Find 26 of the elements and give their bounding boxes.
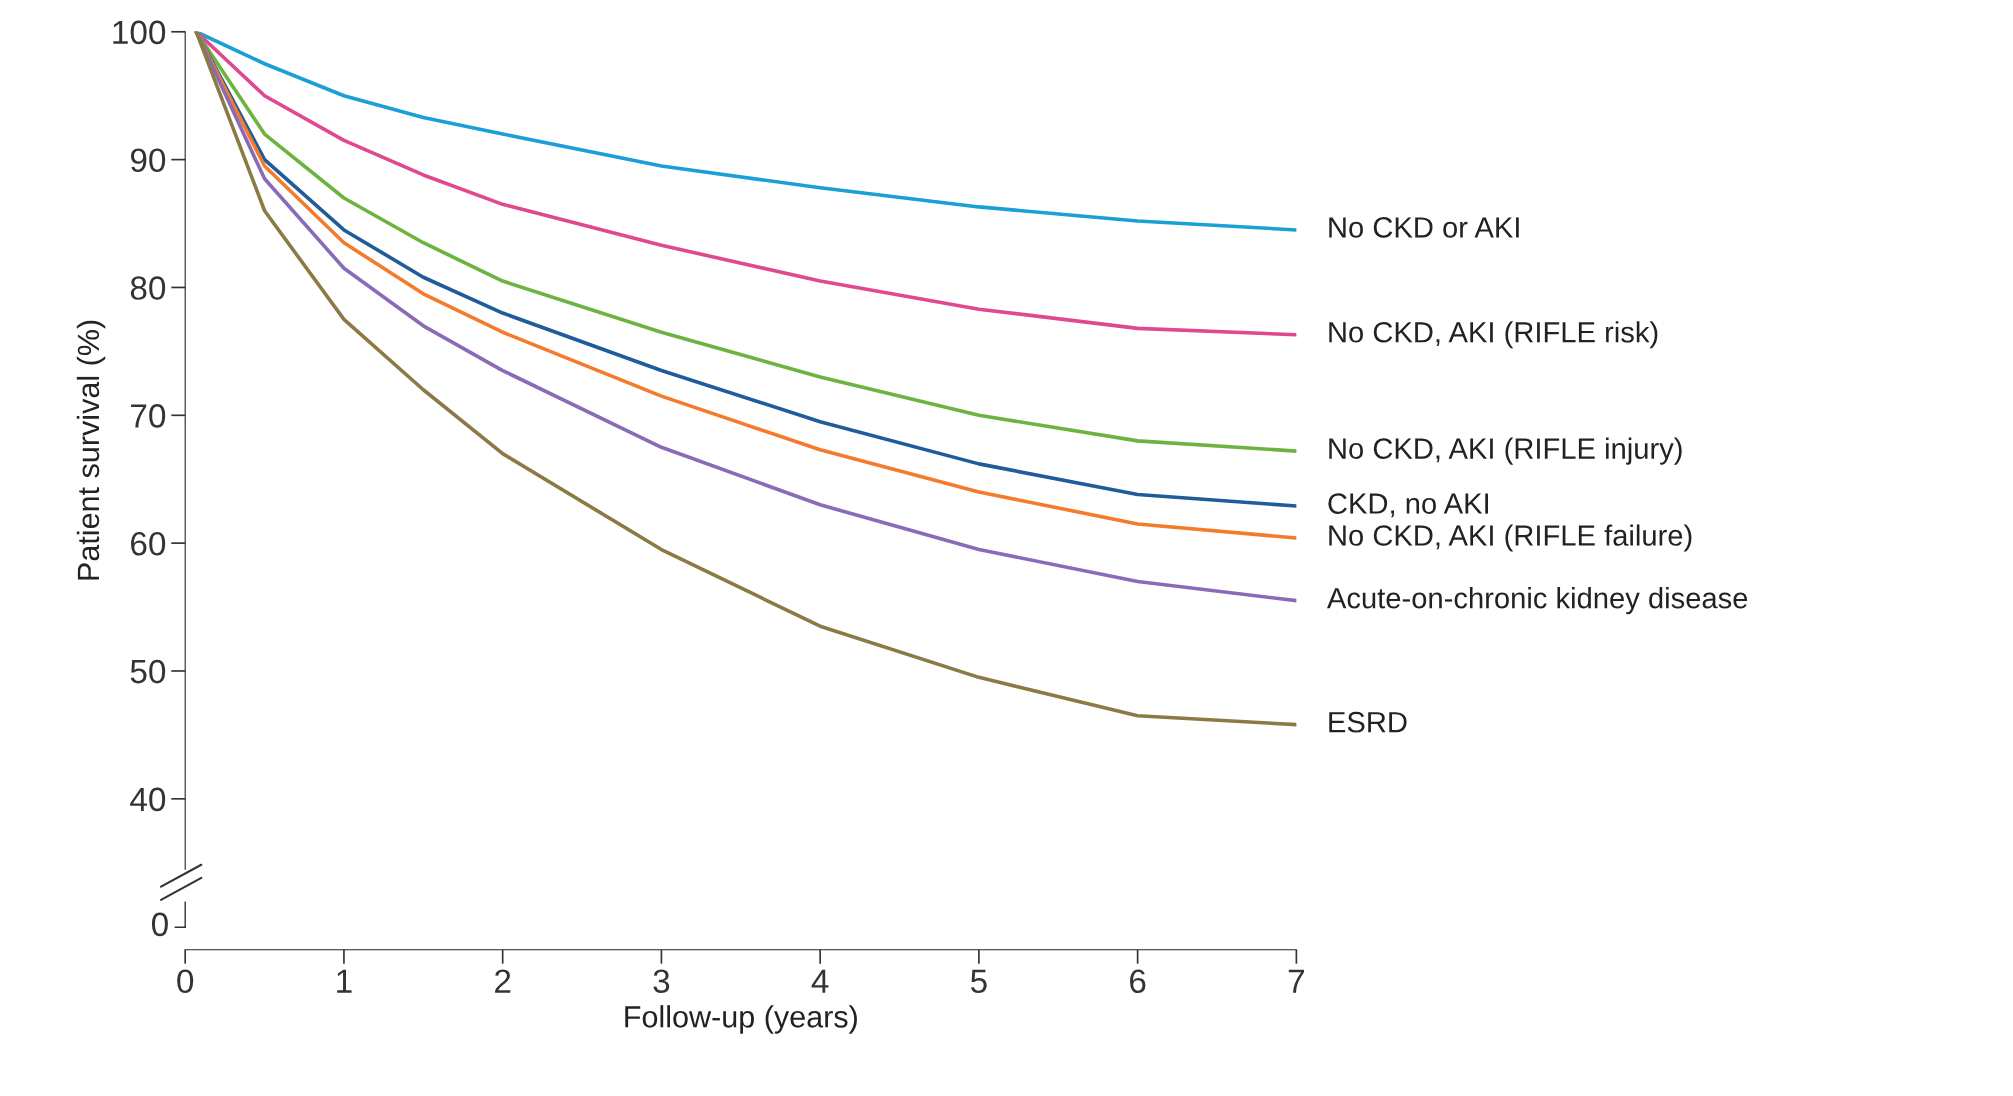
x-tick-label: 7 [1288,969,1304,993]
series-label: ESRD [1329,711,1407,733]
x-tick-label: 3 [653,969,670,994]
y-axis-title: Patient survival (%) [76,320,106,580]
line-series [194,31,1297,727]
series-label: No CKD, AKI (RIFLE risk) [1329,321,1658,349]
y-tick-label: 100 [113,20,166,45]
y-tick-label: 80 [130,276,166,300]
series-label: No CKD, AKI (RIFLE failure) [1329,524,1692,552]
y-tick-label: 40 [130,787,166,812]
x-tick-label: 0 [177,969,194,994]
x-tick-label: 6 [1130,969,1146,994]
y-tick-label: 90 [130,148,166,173]
x-axis-title: Follow-up (years) [625,1005,857,1034]
series-label: CKD, no AKI [1328,493,1488,518]
x-tick-label: 2 [495,969,511,993]
y-tick-label: 50 [130,659,166,684]
series-label: No CKD, AKI (RIFLE injury) [1329,437,1682,465]
x-tick-label: 5 [970,969,987,994]
x-tick-label: 4 [811,969,829,993]
series-label: No CKD or AKI [1329,217,1519,238]
text: 0 [151,912,168,937]
y-tick-label: 60 [131,531,166,556]
series-label: Acute-on-chronic kidney disease [1326,587,1748,615]
x-tick-label: 1 [337,969,352,993]
y-tick-label: 70 [131,404,166,428]
